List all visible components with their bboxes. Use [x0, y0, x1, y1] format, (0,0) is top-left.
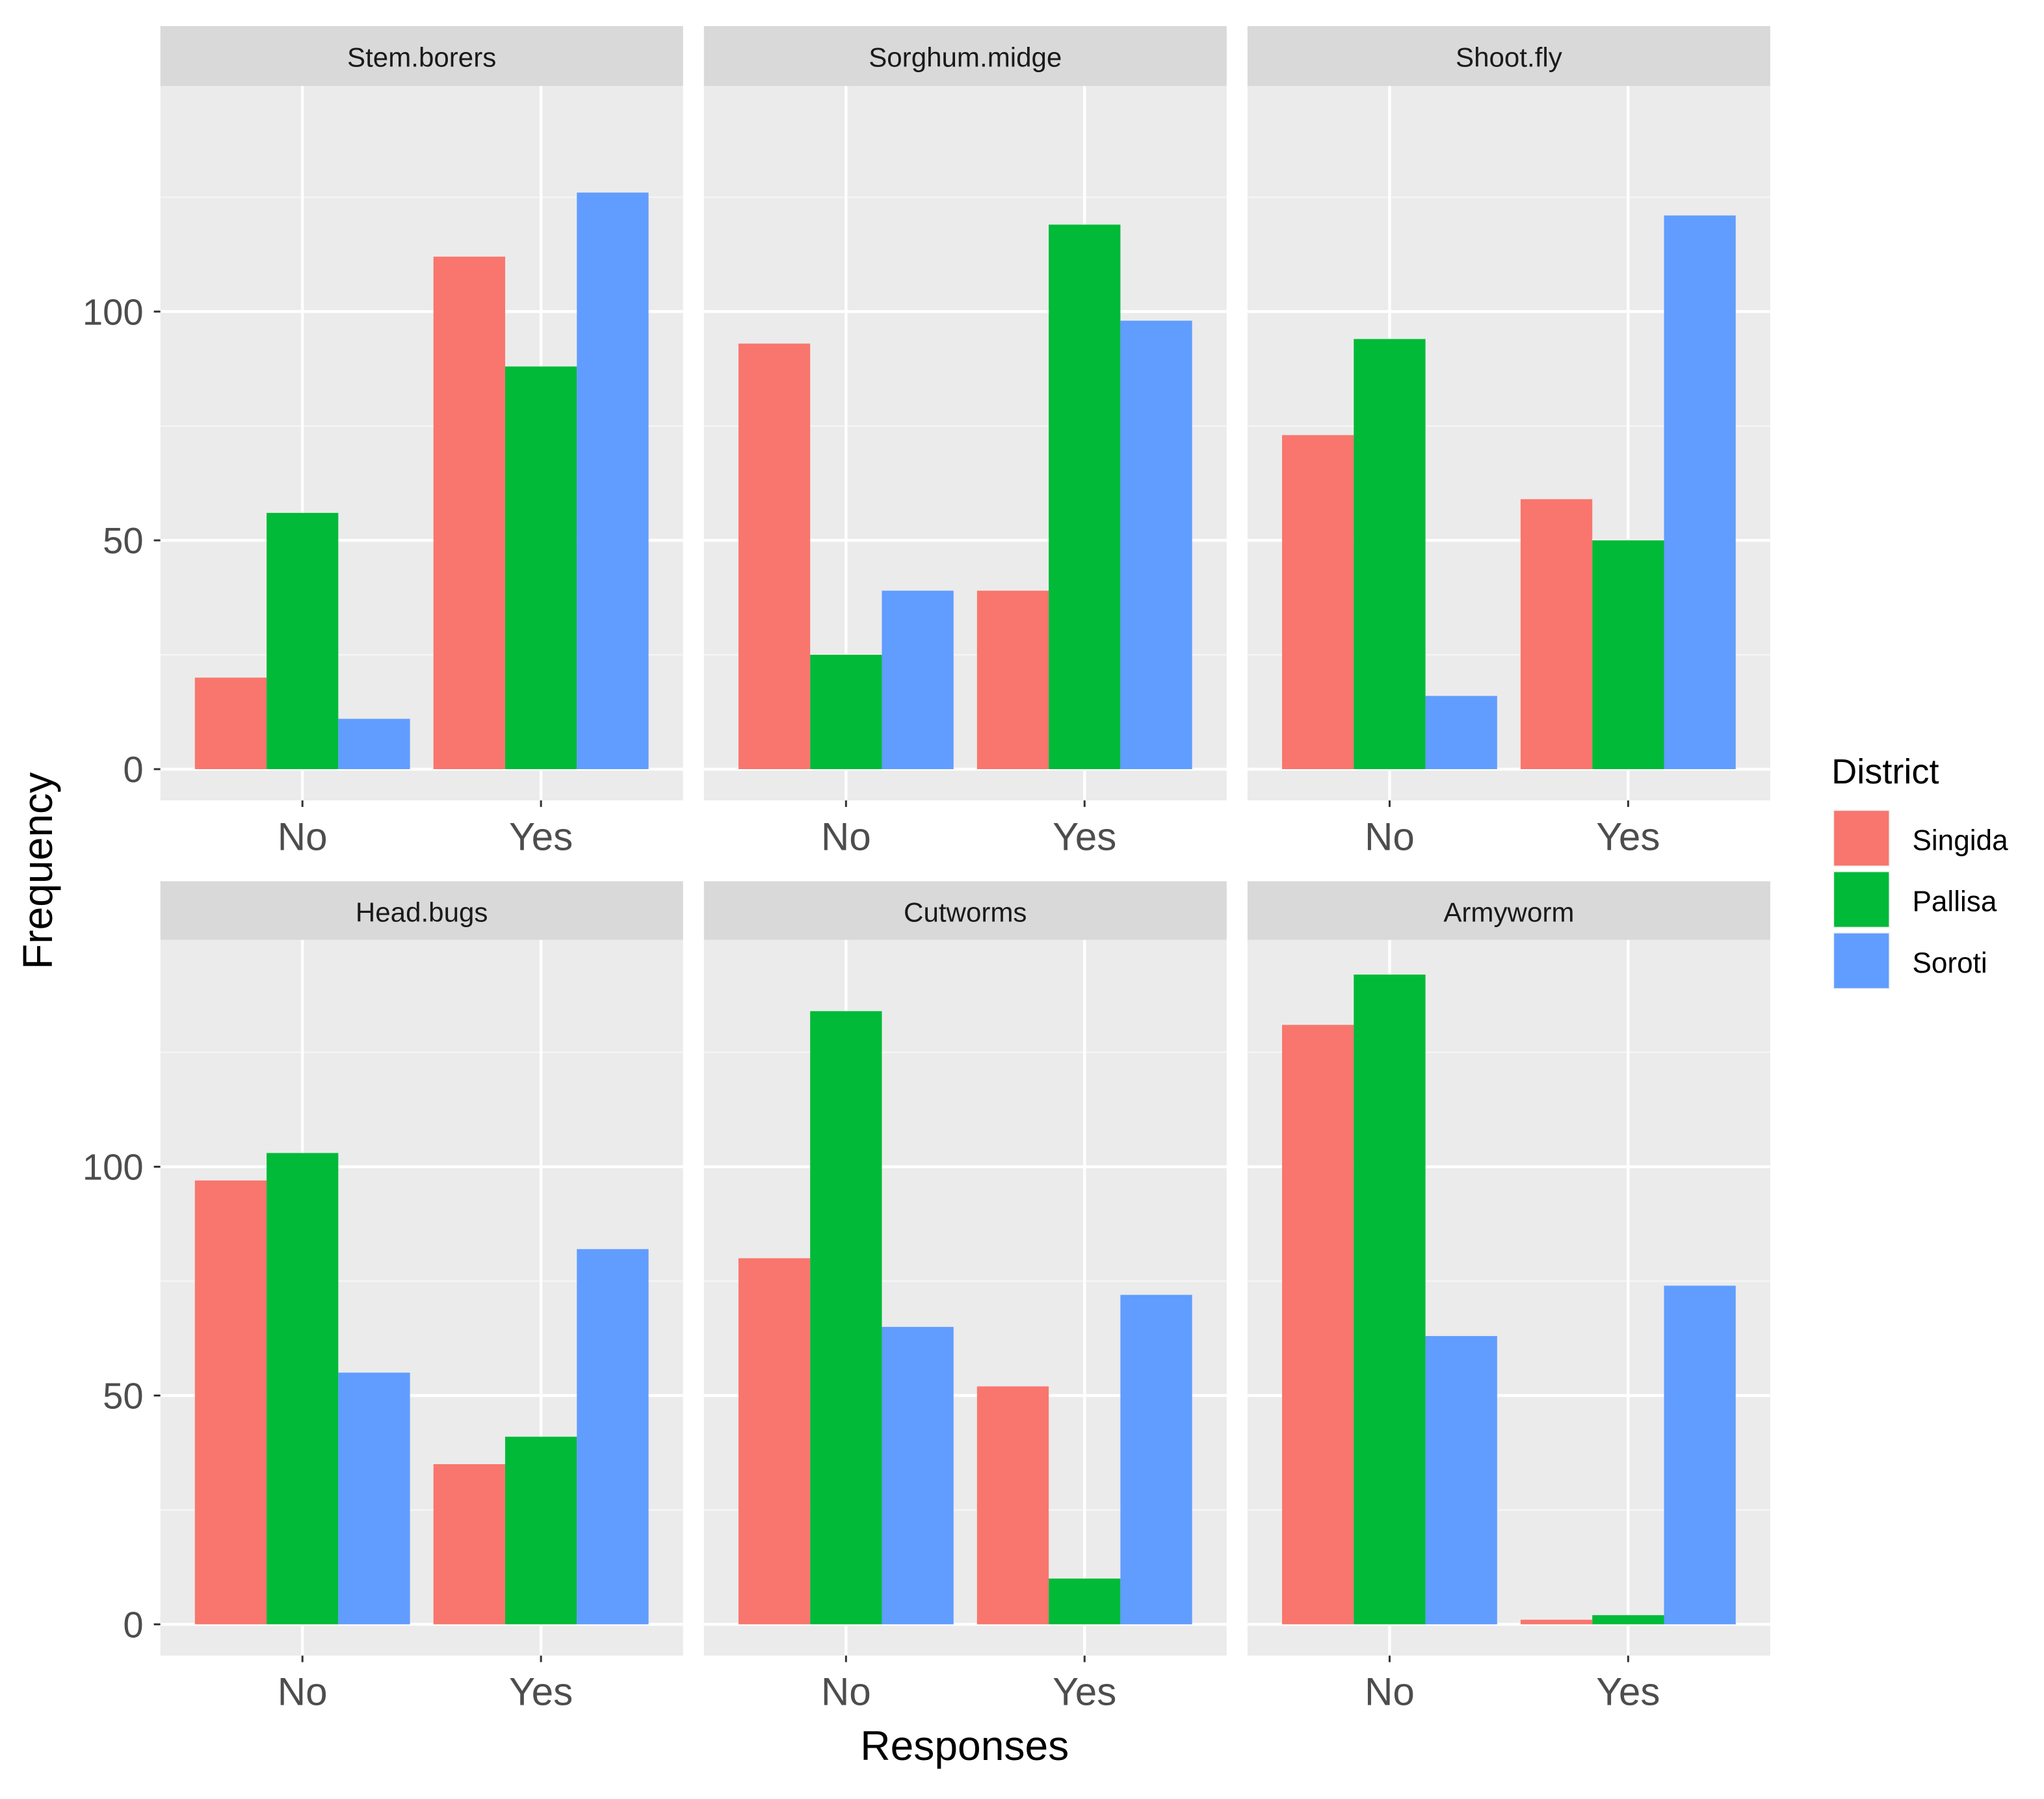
y-tick-label: 50 — [103, 1375, 143, 1416]
x-tick-label: No — [278, 815, 328, 858]
facet-strip — [1247, 26, 1770, 86]
bar-pallisa-yes — [1049, 1578, 1121, 1625]
x-tick-label: No — [278, 1670, 328, 1714]
y-tick-label: 0 — [123, 749, 143, 790]
bar-pallisa-yes — [504, 1436, 577, 1625]
bar-singida-no — [1282, 1025, 1354, 1625]
bar-soroti-no — [338, 1372, 410, 1625]
facet-panel-stem-borers: Stem.borers No Yes 0 50 100 — [83, 26, 683, 858]
x-tick-label: Yes — [509, 1670, 573, 1714]
x-tick-label: Yes — [509, 815, 573, 858]
x-tick-label: Yes — [1596, 815, 1660, 858]
bar-singida-no — [738, 343, 811, 769]
bar-pallisa-no — [1354, 974, 1426, 1625]
facet-strip — [160, 26, 683, 86]
facet-strip — [160, 881, 683, 940]
bar-soroti-no — [882, 590, 954, 769]
bar-singida-no — [194, 1180, 267, 1625]
bar-pallisa-no — [267, 512, 339, 769]
bar-singida-yes — [433, 256, 505, 769]
legend-key-swatch — [1834, 872, 1889, 927]
facet-strip-label: Shoot.fly — [1456, 42, 1562, 72]
legend-item-singida: Singida — [1833, 809, 2008, 867]
facet-strip-label: Cutworms — [904, 897, 1027, 928]
y-axis-title: Frequency — [14, 772, 61, 969]
bar-soroti-yes — [1120, 1294, 1192, 1625]
facet-panel-armyworm: Armyworm No Yes — [1247, 881, 1770, 1714]
legend-label: Pallisa — [1912, 886, 1997, 918]
facet-strip-label: Head.bugs — [356, 897, 488, 928]
facet-panel-sorghum-midge: Sorghum.midge No Yes — [703, 26, 1227, 858]
facet-panel-cutworms: Cutworms No Yes — [703, 881, 1227, 1714]
facet-strip-label: Sorghum.midge — [869, 42, 1062, 72]
x-tick-label: Yes — [1053, 1670, 1116, 1714]
bar-soroti-no — [882, 1326, 954, 1625]
y-tick-label: 100 — [83, 1147, 144, 1188]
y-tick-label: 50 — [103, 520, 143, 561]
facet-strip — [703, 881, 1227, 940]
y-tick-label: 100 — [83, 291, 144, 332]
bar-soroti-yes — [1664, 1285, 1736, 1625]
legend-key-swatch — [1834, 811, 1889, 866]
x-tick-label: Yes — [1596, 1670, 1660, 1714]
x-tick-label: No — [821, 1670, 871, 1714]
facet-panel-shoot-fly: Shoot.fly No Yes — [1247, 26, 1770, 858]
x-axis-title: Responses — [860, 1722, 1069, 1769]
facet-strip — [1247, 881, 1770, 940]
facet-panel-head-bugs: Head.bugs No Yes 0 50 100 — [83, 881, 683, 1714]
facet-strip-label: Stem.borers — [347, 42, 496, 72]
facet-strip — [703, 26, 1227, 86]
legend-item-soroti: Soroti — [1833, 932, 1987, 990]
legend-label: Singida — [1912, 824, 2008, 856]
facet-strip-label: Armyworm — [1443, 897, 1574, 928]
bar-pallisa-no — [810, 655, 882, 769]
bar-singida-yes — [1520, 499, 1593, 769]
bar-soroti-yes — [1664, 215, 1736, 769]
bar-pallisa-yes — [504, 366, 577, 769]
bar-soroti-no — [1425, 696, 1497, 769]
bar-singida-yes — [976, 1386, 1049, 1625]
bar-pallisa-yes — [1592, 1615, 1664, 1625]
bar-singida-yes — [433, 1464, 505, 1625]
bar-pallisa-no — [1354, 339, 1426, 769]
bar-soroti-no — [1425, 1335, 1497, 1625]
bar-singida-yes — [1520, 1620, 1593, 1625]
x-tick-label: Yes — [1053, 815, 1116, 858]
bar-soroti-yes — [577, 1249, 649, 1625]
bar-singida-yes — [976, 590, 1049, 769]
bar-singida-no — [738, 1258, 811, 1625]
x-tick-label: No — [821, 815, 871, 858]
legend-title: District — [1831, 752, 1939, 791]
legend-key-swatch — [1834, 933, 1889, 988]
x-tick-label: No — [1365, 815, 1415, 858]
bar-pallisa-no — [810, 1011, 882, 1625]
bar-singida-no — [1282, 435, 1354, 769]
bar-soroti-no — [338, 718, 410, 769]
bar-soroti-yes — [577, 192, 649, 769]
y-tick-label: 0 — [123, 1604, 143, 1645]
bar-soroti-yes — [1120, 321, 1192, 769]
legend-item-pallisa: Pallisa — [1833, 871, 1997, 928]
x-tick-label: No — [1365, 1670, 1415, 1714]
bar-pallisa-yes — [1592, 540, 1664, 769]
bar-pallisa-no — [267, 1153, 339, 1625]
bar-pallisa-yes — [1049, 224, 1121, 769]
legend-label: Soroti — [1912, 947, 1987, 979]
bar-singida-no — [194, 677, 267, 769]
